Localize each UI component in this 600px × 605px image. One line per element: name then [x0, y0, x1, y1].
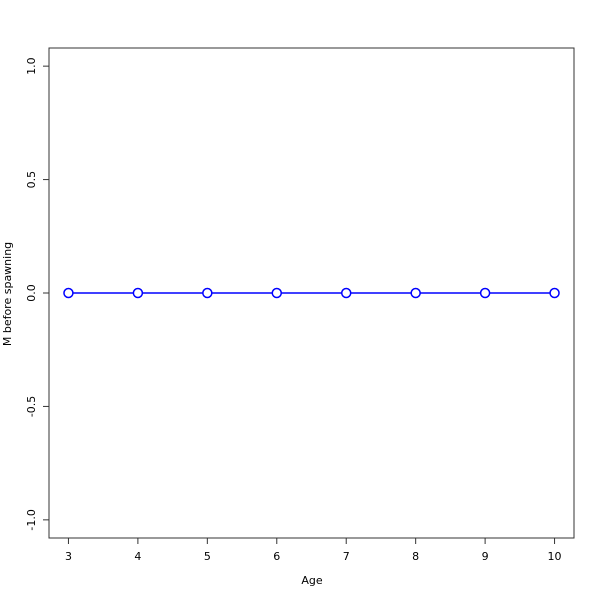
x-tick-label: 7	[343, 550, 350, 563]
series	[63, 287, 560, 299]
data-point	[132, 287, 144, 299]
x-axis: 3 4 5 6 7 8 9 10	[65, 538, 562, 563]
x-tick-label: 3	[65, 550, 72, 563]
data-point	[202, 287, 213, 299]
x-tick-label: 10	[548, 550, 562, 563]
y-tick-label: 0.5	[25, 171, 38, 189]
data-point	[63, 287, 74, 299]
y-tick-label: 1.0	[25, 57, 38, 75]
data-point	[549, 287, 560, 299]
y-tick-label: -1.0	[25, 509, 38, 530]
y-axis: -1.0 -0.5 0.0 0.5 1.0	[25, 57, 49, 531]
y-tick-label: 0.0	[25, 284, 38, 302]
x-tick-label: 5	[204, 550, 211, 563]
x-tick-label: 9	[482, 550, 489, 563]
x-tick-label: 8	[412, 550, 419, 563]
x-tick-label: 6	[273, 550, 280, 563]
y-tick-label: -0.5	[25, 396, 38, 417]
data-point	[479, 287, 491, 299]
data-point	[410, 287, 421, 299]
data-point	[340, 287, 352, 299]
y-axis-label: M before spawning	[1, 242, 14, 346]
x-axis-label: Age	[301, 574, 323, 587]
data-point	[271, 287, 283, 299]
x-tick-label: 4	[134, 550, 141, 563]
